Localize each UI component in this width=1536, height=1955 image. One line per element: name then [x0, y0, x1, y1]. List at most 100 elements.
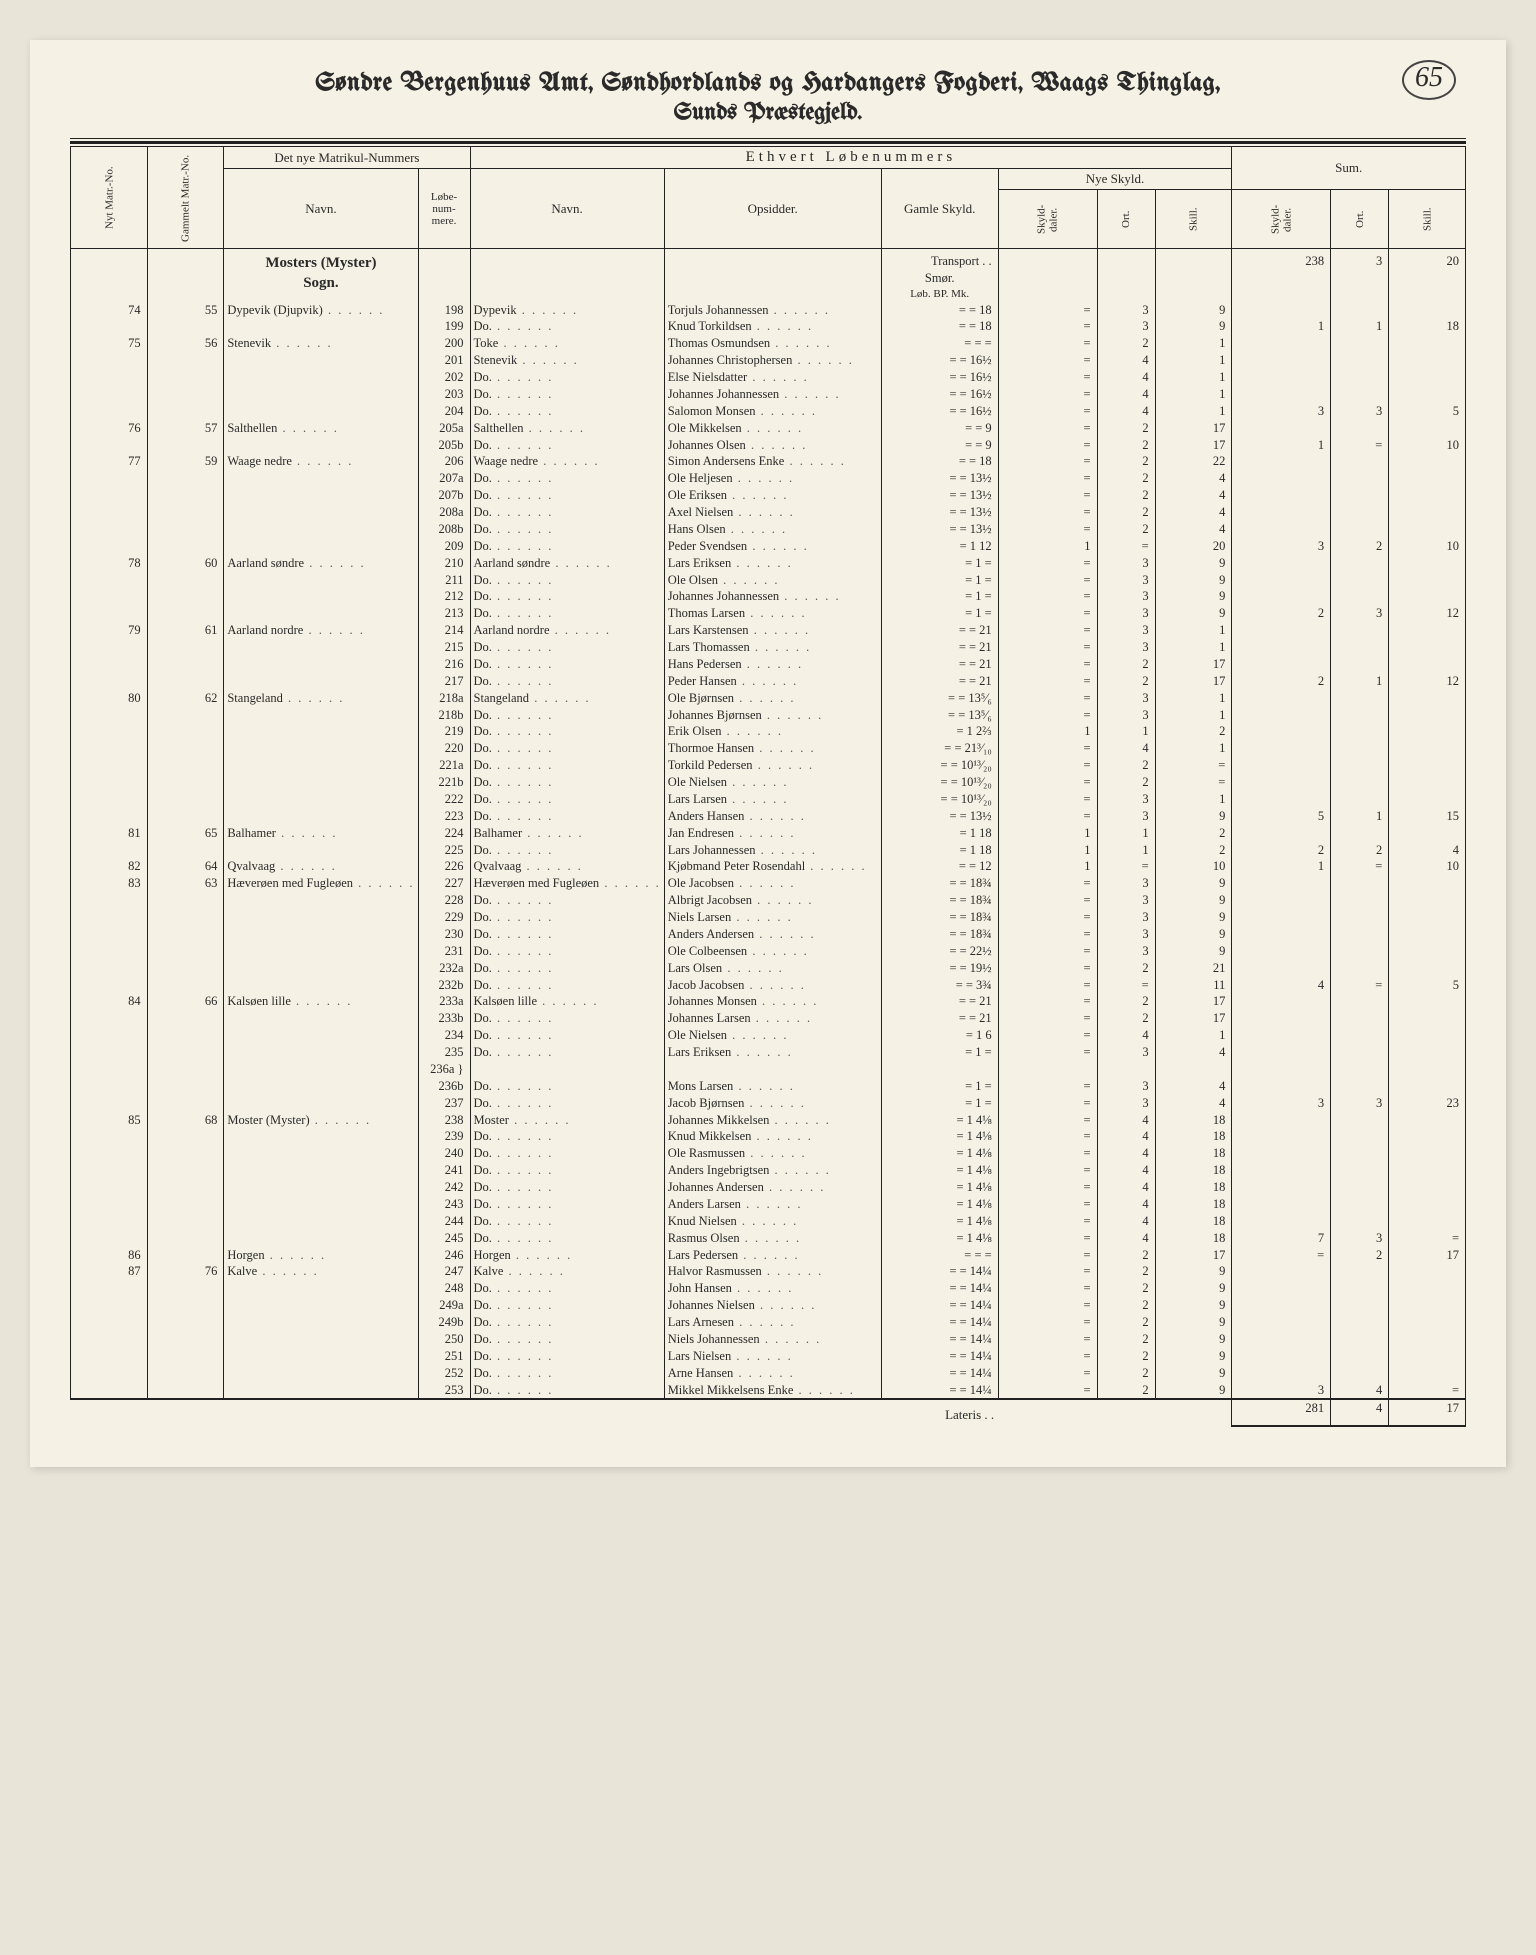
cell-sum-skill [1389, 555, 1466, 572]
table-row: 215Do.Lars Thomassen= = 21=31 [71, 639, 1466, 656]
cell-sum-ort [1331, 1348, 1389, 1365]
cell-gammelt-matr [147, 656, 224, 673]
cell-lobenum: 218a [418, 690, 470, 707]
cell-sum-daler [1232, 622, 1331, 639]
c [1155, 249, 1232, 270]
table-row: 207bDo.Ole Eriksen= = 13½=24 [71, 487, 1466, 504]
cell-gammelt-matr [147, 1145, 224, 1162]
cell-sum-ort [1331, 302, 1389, 319]
cell-sum-daler: 5 [1232, 808, 1331, 825]
cell-skill: 9 [1155, 1280, 1232, 1297]
cell-navn [224, 791, 418, 808]
cell-skill: 9 [1155, 1348, 1232, 1365]
cell-navn [224, 605, 418, 622]
cell-gammelt-matr [147, 1078, 224, 1095]
cell-daler: = [998, 673, 1097, 690]
table-row: 250Do.Niels Johannessen= = 14¼=29 [71, 1331, 1466, 1348]
cell-gammelt-matr [147, 892, 224, 909]
cell-daler: = [998, 453, 1097, 470]
cell-sum-daler [1232, 555, 1331, 572]
cell-navn2: Do. [470, 1348, 664, 1365]
cell-gamle-skyld: = 1 12 [881, 538, 998, 555]
table-row: 240Do.Ole Rasmussen= 1 4⅛=418 [71, 1145, 1466, 1162]
cell-skill: = [1155, 757, 1232, 774]
cell-lobenum: 221b [418, 774, 470, 791]
cell-navn: Horgen [224, 1247, 418, 1264]
cell-navn2: Do. [470, 639, 664, 656]
cell-navn [224, 977, 418, 994]
c [1389, 270, 1466, 287]
cell-gamle-skyld: = 1 = [881, 1044, 998, 1061]
cell-gammelt-matr: 63 [147, 875, 224, 892]
cell-navn: Stangeland [224, 690, 418, 707]
cell-sum-skill [1389, 369, 1466, 386]
cell-gamle-skyld: = = 16½ [881, 352, 998, 369]
cell-sum-skill [1389, 1112, 1466, 1129]
cell-nyt-matr: 83 [71, 875, 148, 892]
cell-sum-daler [1232, 740, 1331, 757]
cell-sum-ort [1331, 352, 1389, 369]
cell-sum-daler [1232, 1061, 1331, 1078]
c [418, 1399, 470, 1426]
cell-navn2: Do. [470, 757, 664, 774]
cell-gammelt-matr [147, 369, 224, 386]
cell-ort: 2 [1097, 521, 1155, 538]
cell-opsidder: Mons Larsen [664, 1078, 881, 1095]
cell-ort: 2 [1097, 437, 1155, 454]
cell-lobenum: 234 [418, 1027, 470, 1044]
cell-sum-ort [1331, 740, 1389, 757]
cell-sum-skill [1389, 352, 1466, 369]
cell-nyt-matr [71, 1331, 148, 1348]
cell-gammelt-matr [147, 1027, 224, 1044]
c [1232, 287, 1331, 302]
cell-sum-skill: 5 [1389, 403, 1466, 420]
cell-ort: 2 [1097, 1331, 1155, 1348]
cell-opsidder: Halvor Rasmussen [664, 1263, 881, 1280]
cell-navn2: Do. [470, 1331, 664, 1348]
c [147, 270, 224, 287]
cell-nyt-matr [71, 892, 148, 909]
cell-nyt-matr [71, 470, 148, 487]
cell-ort: 3 [1097, 690, 1155, 707]
cell-navn2: Do. [470, 707, 664, 724]
cell-sum-ort [1331, 487, 1389, 504]
cell-skill: 4 [1155, 521, 1232, 538]
cell-daler: = [998, 1145, 1097, 1162]
lateris-ort: 4 [1331, 1399, 1389, 1426]
cell-gammelt-matr [147, 909, 224, 926]
cell-nyt-matr [71, 639, 148, 656]
col-group-ethvert: Ethvert Løbenummers [470, 147, 1232, 169]
cell-ort: 2 [1097, 1263, 1155, 1280]
cell-gamle-skyld: = = 21³⁄₁₀ [881, 740, 998, 757]
cell-opsidder: Niels Larsen [664, 909, 881, 926]
cell-sum-skill: 10 [1389, 858, 1466, 875]
cell-lobenum: 208a [418, 504, 470, 521]
cell-lobenum: 201 [418, 352, 470, 369]
cell-gammelt-matr [147, 437, 224, 454]
cell-navn2: Toke [470, 335, 664, 352]
table-row: 249bDo.Lars Arnesen= = 14¼=29 [71, 1314, 1466, 1331]
cell-sum-ort [1331, 1196, 1389, 1213]
cell-daler: = [998, 791, 1097, 808]
table-row: 212Do.Johannes Johannessen= 1 ==39 [71, 588, 1466, 605]
cell-navn2: Kalve [470, 1263, 664, 1280]
cell-sum-daler [1232, 1128, 1331, 1145]
cell-nyt-matr [71, 977, 148, 994]
cell-sum-skill [1389, 757, 1466, 774]
table-row: 204Do.Salomon Monsen= = 16½=41335 [71, 403, 1466, 420]
cell-gm [147, 249, 224, 270]
cell-skill: 9 [1155, 1382, 1232, 1400]
cell-lobenum: 207b [418, 487, 470, 504]
cell-lobenum: 215 [418, 639, 470, 656]
transport-ort: 3 [1331, 249, 1389, 270]
cell-sum-skill [1389, 1263, 1466, 1280]
cell-nyt-matr [71, 1027, 148, 1044]
cell-sum-daler [1232, 1027, 1331, 1044]
cell-opsidder: Lars Nielsen [664, 1348, 881, 1365]
cell-sum-daler [1232, 572, 1331, 589]
c [1155, 1399, 1232, 1426]
cell-opsidder: Lars Karstensen [664, 622, 881, 639]
table-row: 7961Aarland nordre214Aarland nordreLars … [71, 622, 1466, 639]
cell-gamle-skyld: = = = [881, 335, 998, 352]
cell-sum-ort [1331, 1061, 1389, 1078]
